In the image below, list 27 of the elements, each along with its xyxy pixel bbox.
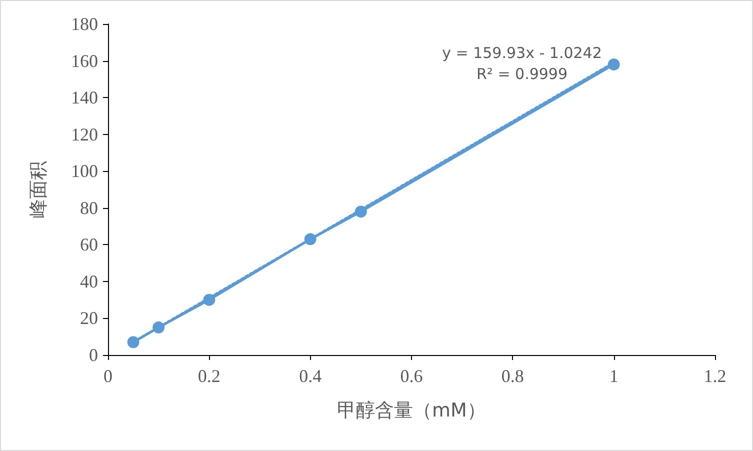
y-tick-label: 60: [80, 234, 98, 255]
point: [354, 206, 367, 218]
x-tick-label: 1: [609, 366, 618, 386]
y-tick-label: 120: [71, 124, 98, 144]
y-tick-label: 20: [80, 308, 98, 328]
point: [304, 233, 316, 246]
x-tick-label: 0.8: [501, 366, 524, 386]
x-tick-label: 0.6: [400, 366, 423, 386]
annotation: R² = 0.9999: [476, 65, 568, 83]
y-tick-label: 140: [71, 88, 98, 108]
point: [608, 58, 620, 70]
point: [152, 321, 165, 334]
y-tick-label: 100: [71, 161, 98, 182]
point: [203, 294, 216, 306]
x-tick-label: 1.2: [704, 366, 726, 386]
annotation: y = 159.93x - 1.0242: [442, 44, 602, 62]
x-tick-label: 0: [104, 366, 112, 386]
x-axis-title: 甲醇含量（mM）: [337, 400, 486, 422]
point: [127, 336, 140, 348]
y-axis-title: 峰面积: [28, 161, 50, 218]
y-tick-label: 80: [80, 198, 98, 218]
x-tick-label: 0.4: [299, 366, 322, 386]
y-tick-label: 160: [71, 50, 98, 71]
x-tick-label: 0.2: [198, 366, 220, 386]
y-tick-label: 180: [71, 14, 98, 34]
y-tick-label: 0: [89, 345, 98, 365]
y-tick-label: 40: [80, 271, 98, 292]
